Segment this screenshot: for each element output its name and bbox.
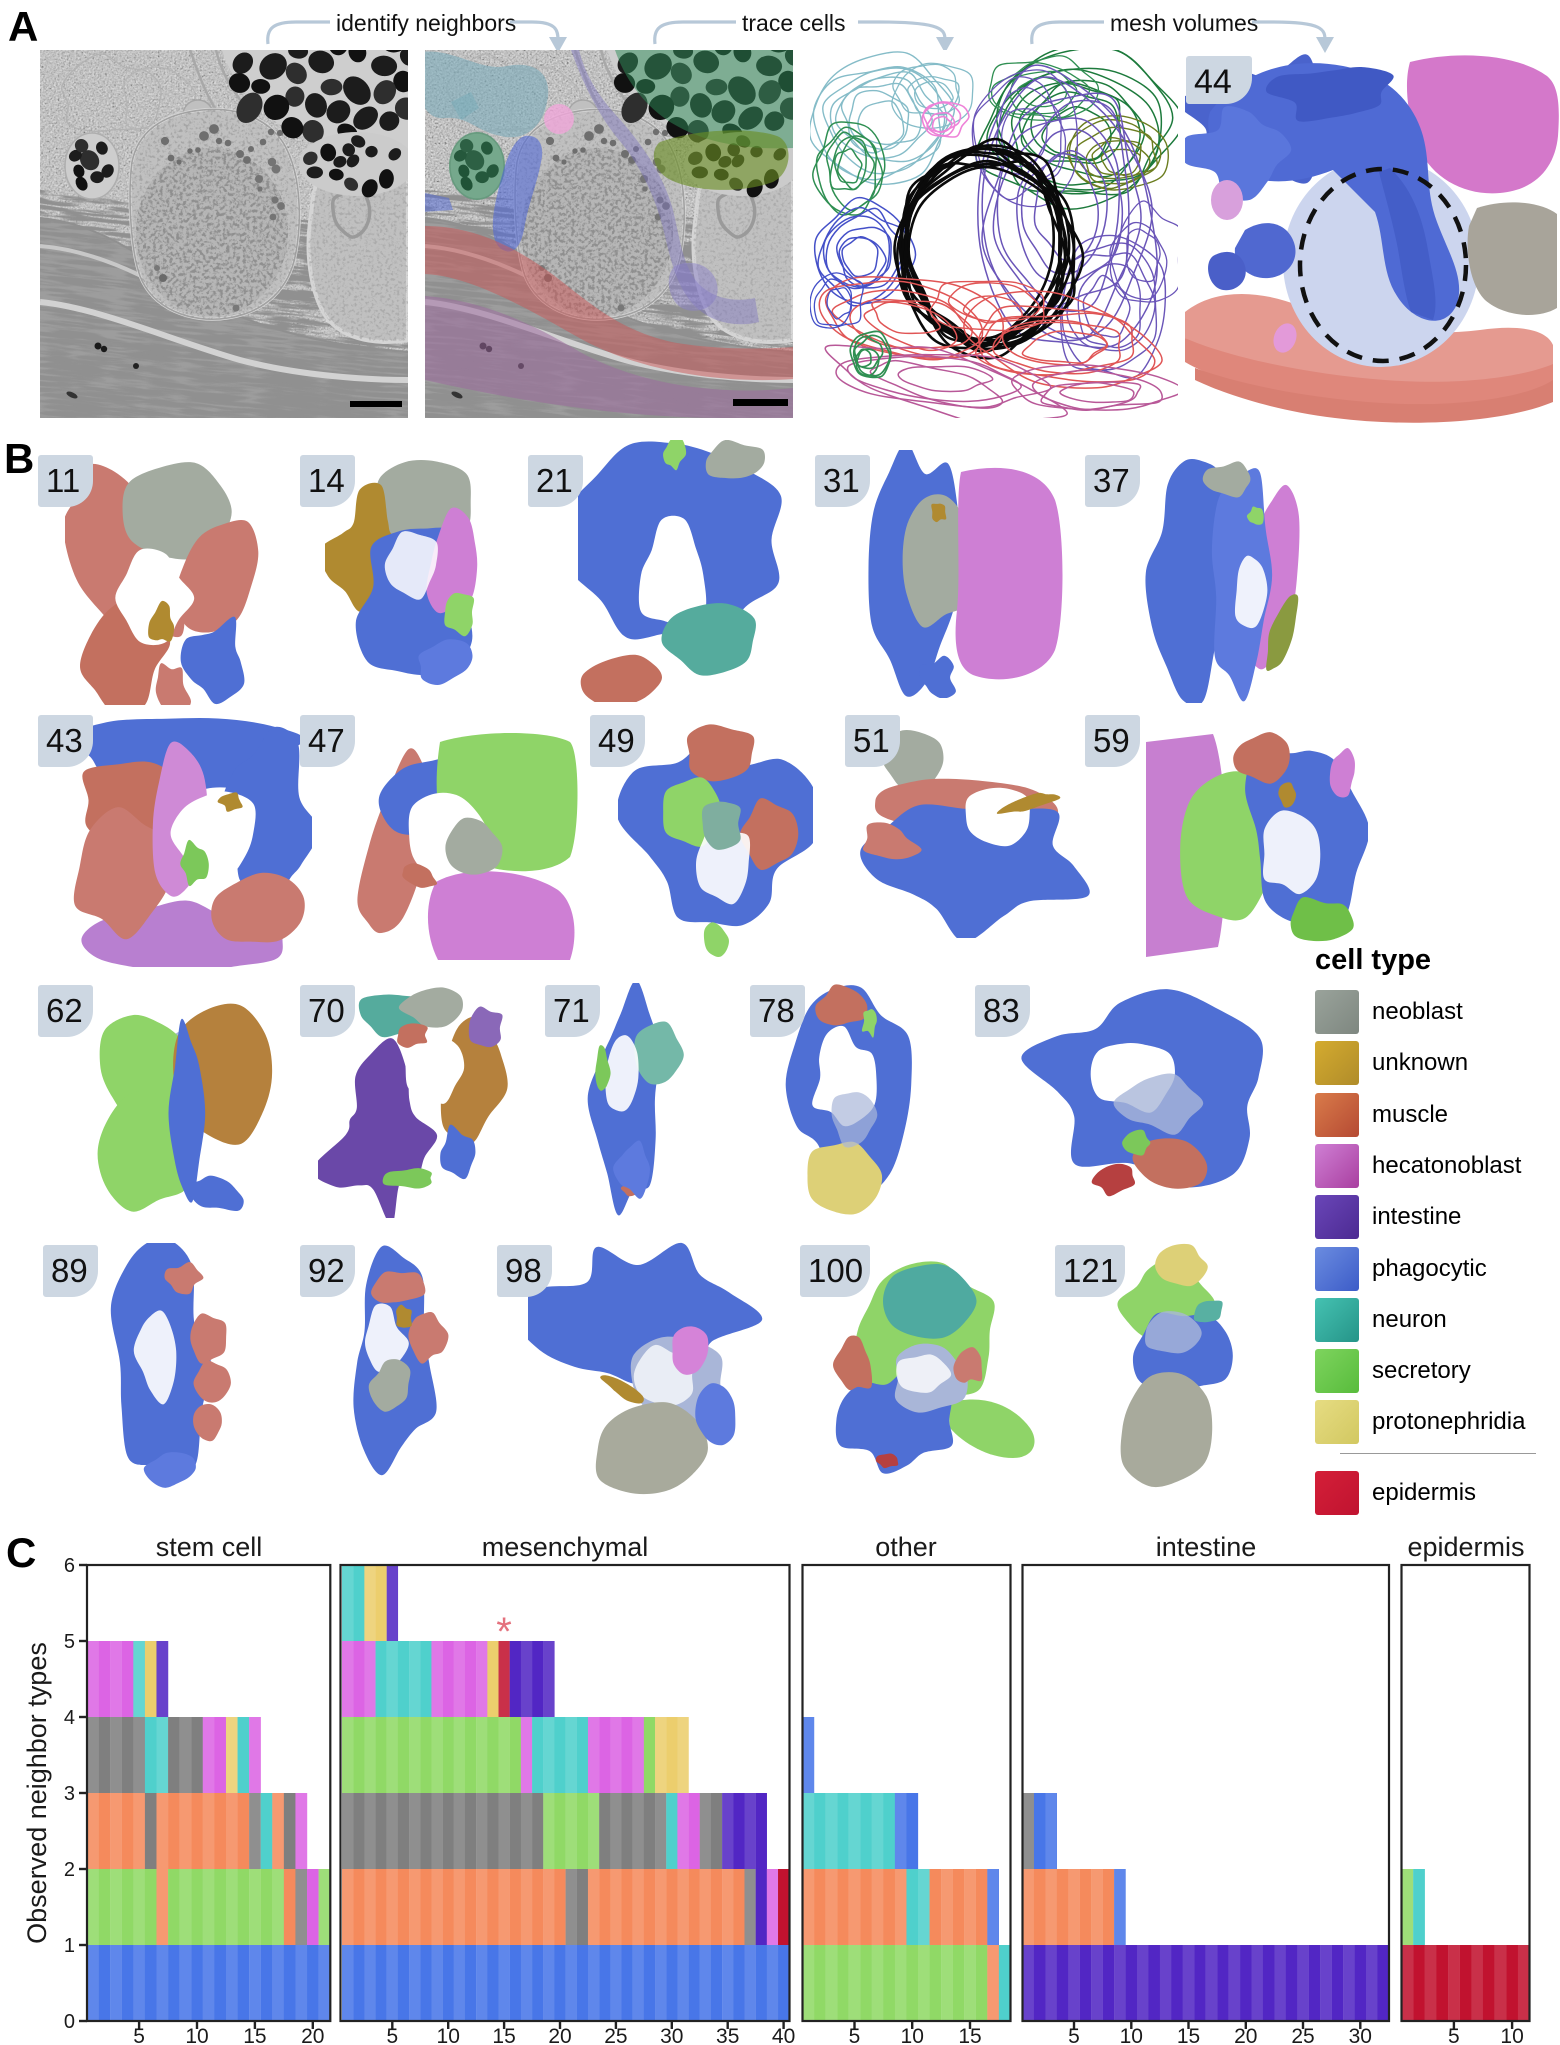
svg-text:trace cells: trace cells xyxy=(742,10,846,36)
svg-text:mesenchymal: mesenchymal xyxy=(482,1532,649,1562)
svg-text:25: 25 xyxy=(1291,2025,1314,2045)
svg-text:25: 25 xyxy=(604,2025,627,2045)
svg-text:30: 30 xyxy=(1349,2025,1372,2045)
svg-text:5: 5 xyxy=(849,2025,861,2045)
svg-text:15: 15 xyxy=(492,2025,515,2045)
svg-text:10: 10 xyxy=(901,2025,924,2045)
svg-text:20: 20 xyxy=(1234,2025,1257,2045)
svg-text:5: 5 xyxy=(133,2025,145,2045)
svg-text:mesh volumes: mesh volumes xyxy=(1110,10,1258,36)
svg-text:other: other xyxy=(875,1532,937,1562)
svg-text:15: 15 xyxy=(243,2025,266,2045)
svg-text:20: 20 xyxy=(301,2025,324,2045)
svg-text:10: 10 xyxy=(1120,2025,1143,2045)
svg-text:10: 10 xyxy=(185,2025,208,2045)
svg-text:2: 2 xyxy=(64,1859,75,1881)
svg-text:35: 35 xyxy=(716,2025,739,2045)
svg-text:10: 10 xyxy=(1500,2025,1523,2045)
svg-text:5: 5 xyxy=(64,1631,75,1653)
svg-text:Observed neighbor types: Observed neighbor types xyxy=(22,1642,52,1944)
svg-text:epidermis: epidermis xyxy=(1407,1532,1524,1562)
svg-text:3: 3 xyxy=(64,1783,75,1805)
svg-text:30: 30 xyxy=(660,2025,683,2045)
svg-text:0: 0 xyxy=(64,2011,75,2033)
svg-text:15: 15 xyxy=(1177,2025,1200,2045)
svg-text:5: 5 xyxy=(1068,2025,1080,2045)
svg-text:4: 4 xyxy=(64,1707,75,1729)
svg-text:10: 10 xyxy=(437,2025,460,2045)
svg-text:40: 40 xyxy=(772,2025,795,2045)
svg-text:15: 15 xyxy=(958,2025,981,2045)
svg-text:5: 5 xyxy=(386,2025,398,2045)
svg-text:identify neighbors: identify neighbors xyxy=(336,10,516,36)
svg-text:intestine: intestine xyxy=(1156,1532,1257,1562)
svg-text:5: 5 xyxy=(1448,2025,1460,2045)
svg-text:1: 1 xyxy=(64,1935,75,1957)
svg-text:stem cell: stem cell xyxy=(156,1532,263,1562)
svg-text:20: 20 xyxy=(548,2025,571,2045)
svg-text:*: * xyxy=(496,1610,512,1654)
svg-text:6: 6 xyxy=(64,1555,75,1577)
